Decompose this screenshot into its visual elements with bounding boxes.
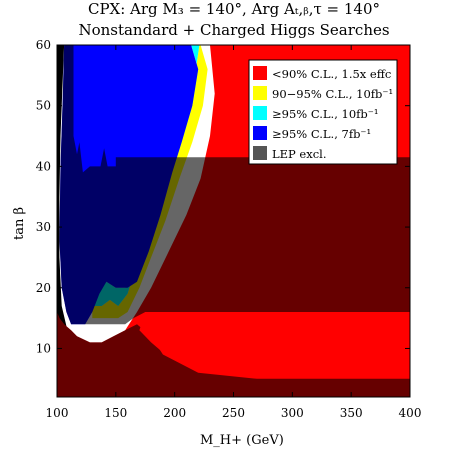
y-tick-label-0: 10	[36, 341, 51, 355]
y-tick-label-4: 50	[36, 99, 51, 113]
x-axis-label: M_H+ (GeV)	[200, 433, 284, 448]
chart-title-line-1: CPX: Arg M₃ = 140°, Arg Aₜ,ᵦ,τ = 140°	[87, 0, 381, 18]
legend-label-2: ≥95% C.L., 10fb⁻¹	[272, 107, 378, 121]
x-tick-label-2: 200	[163, 406, 186, 420]
x-axis-ticks: 100 150 200 250 300 350 400	[46, 45, 422, 420]
y-axis-ticks: 10 20 30 40 50 60	[36, 38, 410, 355]
legend-swatch-0	[253, 66, 267, 80]
y-tick-label-5: 60	[36, 38, 51, 52]
legend-box	[248, 59, 398, 165]
y-tick-label-1: 20	[36, 281, 51, 295]
legend: <90% C.L., 1.5x effc 90−95% C.L., 10fb⁻¹ ≥…	[248, 59, 398, 165]
x-tick-label-0: 100	[46, 406, 69, 420]
region-5	[59, 45, 411, 325]
y-tick-label-3: 40	[36, 159, 51, 173]
legend-label-3: ≥95% C.L., 7fb⁻¹	[272, 127, 371, 141]
legend-label-0: <90% C.L., 1.5x effc	[272, 67, 391, 81]
x-tick-label-5: 350	[340, 406, 363, 420]
legend-swatch-2	[253, 106, 267, 120]
chart-title-line-2: Nonstandard + Charged Higgs Searches	[78, 21, 390, 39]
y-axis-label: tan β	[12, 207, 27, 240]
legend-swatch-1	[253, 86, 267, 100]
x-tick-label-1: 150	[104, 406, 127, 420]
legend-swatch-4	[253, 146, 267, 160]
x-tick-label-3: 250	[222, 406, 245, 420]
x-tick-label-4: 300	[281, 406, 304, 420]
legend-label-1: 90−95% C.L., 10fb⁻¹	[272, 87, 393, 101]
x-tick-label-6: 400	[399, 406, 422, 420]
legend-label-4: LEP excl.	[272, 147, 327, 161]
legend-swatch-3	[253, 126, 267, 140]
region-7	[139, 312, 410, 370]
y-tick-label-2: 30	[36, 220, 51, 234]
